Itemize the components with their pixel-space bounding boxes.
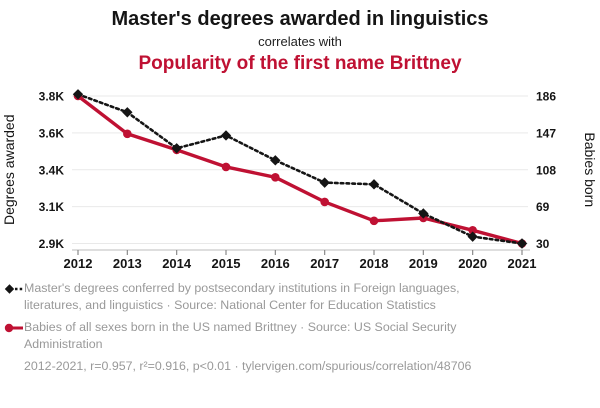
- red-circle-solid-line-icon: [4, 323, 23, 333]
- svg-text:2.9K: 2.9K: [39, 237, 65, 251]
- legend-label-masters-degrees: Master's degrees conferred by postsecond…: [24, 281, 460, 312]
- legend-item-brittney-babies: Babies of all sexes born in the US named…: [4, 319, 592, 353]
- svg-text:2016: 2016: [261, 256, 290, 271]
- black-diamond-dashed-line-icon: [4, 284, 23, 294]
- legend-label-brittney-babies: Babies of all sexes born in the US named…: [24, 320, 457, 351]
- legend-item-masters-degrees: Master's degrees conferred by postsecond…: [4, 280, 592, 314]
- left-axis-title: Degrees awarded: [1, 114, 17, 225]
- x-axis: 2012 2013 2014 2015 2016 2017 2018 2019 2020 2021: [64, 249, 537, 271]
- svg-text:2021: 2021: [508, 256, 537, 271]
- right-axis-title: Babies born: [582, 132, 598, 207]
- svg-text:2018: 2018: [360, 256, 389, 271]
- svg-text:108: 108: [536, 163, 556, 177]
- chart-header: Master's degrees awarded in linguistics …: [0, 0, 600, 76]
- gridlines: [72, 95, 528, 244]
- svg-text:2019: 2019: [409, 256, 438, 271]
- svg-text:2014: 2014: [162, 256, 192, 271]
- chart-subtitle-connector: correlates with: [258, 34, 342, 49]
- svg-text:2017: 2017: [310, 256, 339, 271]
- footer-stats: 2012-2021, r=0.957, r²=0.916, p<0.01 · t…: [24, 359, 472, 373]
- svg-text:3.6K: 3.6K: [39, 126, 65, 140]
- right-axis-tick-labels: 186 147 108 69 30: [536, 90, 556, 252]
- svg-text:186: 186: [536, 90, 556, 104]
- svg-text:2013: 2013: [113, 256, 142, 271]
- chart-title: Master's degrees awarded in linguistics: [111, 8, 489, 30]
- svg-text:147: 147: [536, 126, 556, 140]
- chart-secondary-title: Popularity of the first name Brittney: [138, 53, 462, 74]
- left-axis-tick-labels: 3.8K 3.6K 3.4K 3.1K 2.9K: [39, 90, 65, 252]
- series-masters-degrees: [72, 89, 528, 249]
- svg-text:3.8K: 3.8K: [39, 90, 65, 104]
- svg-text:3.4K: 3.4K: [39, 163, 65, 177]
- svg-text:2020: 2020: [458, 256, 487, 271]
- svg-text:2015: 2015: [212, 256, 241, 271]
- svg-text:30: 30: [536, 237, 550, 251]
- svg-text:3.1K: 3.1K: [39, 200, 65, 214]
- svg-text:69: 69: [536, 200, 550, 214]
- svg-text:2012: 2012: [64, 256, 93, 271]
- chart-legend: Master's degrees conferred by postsecond…: [0, 276, 600, 353]
